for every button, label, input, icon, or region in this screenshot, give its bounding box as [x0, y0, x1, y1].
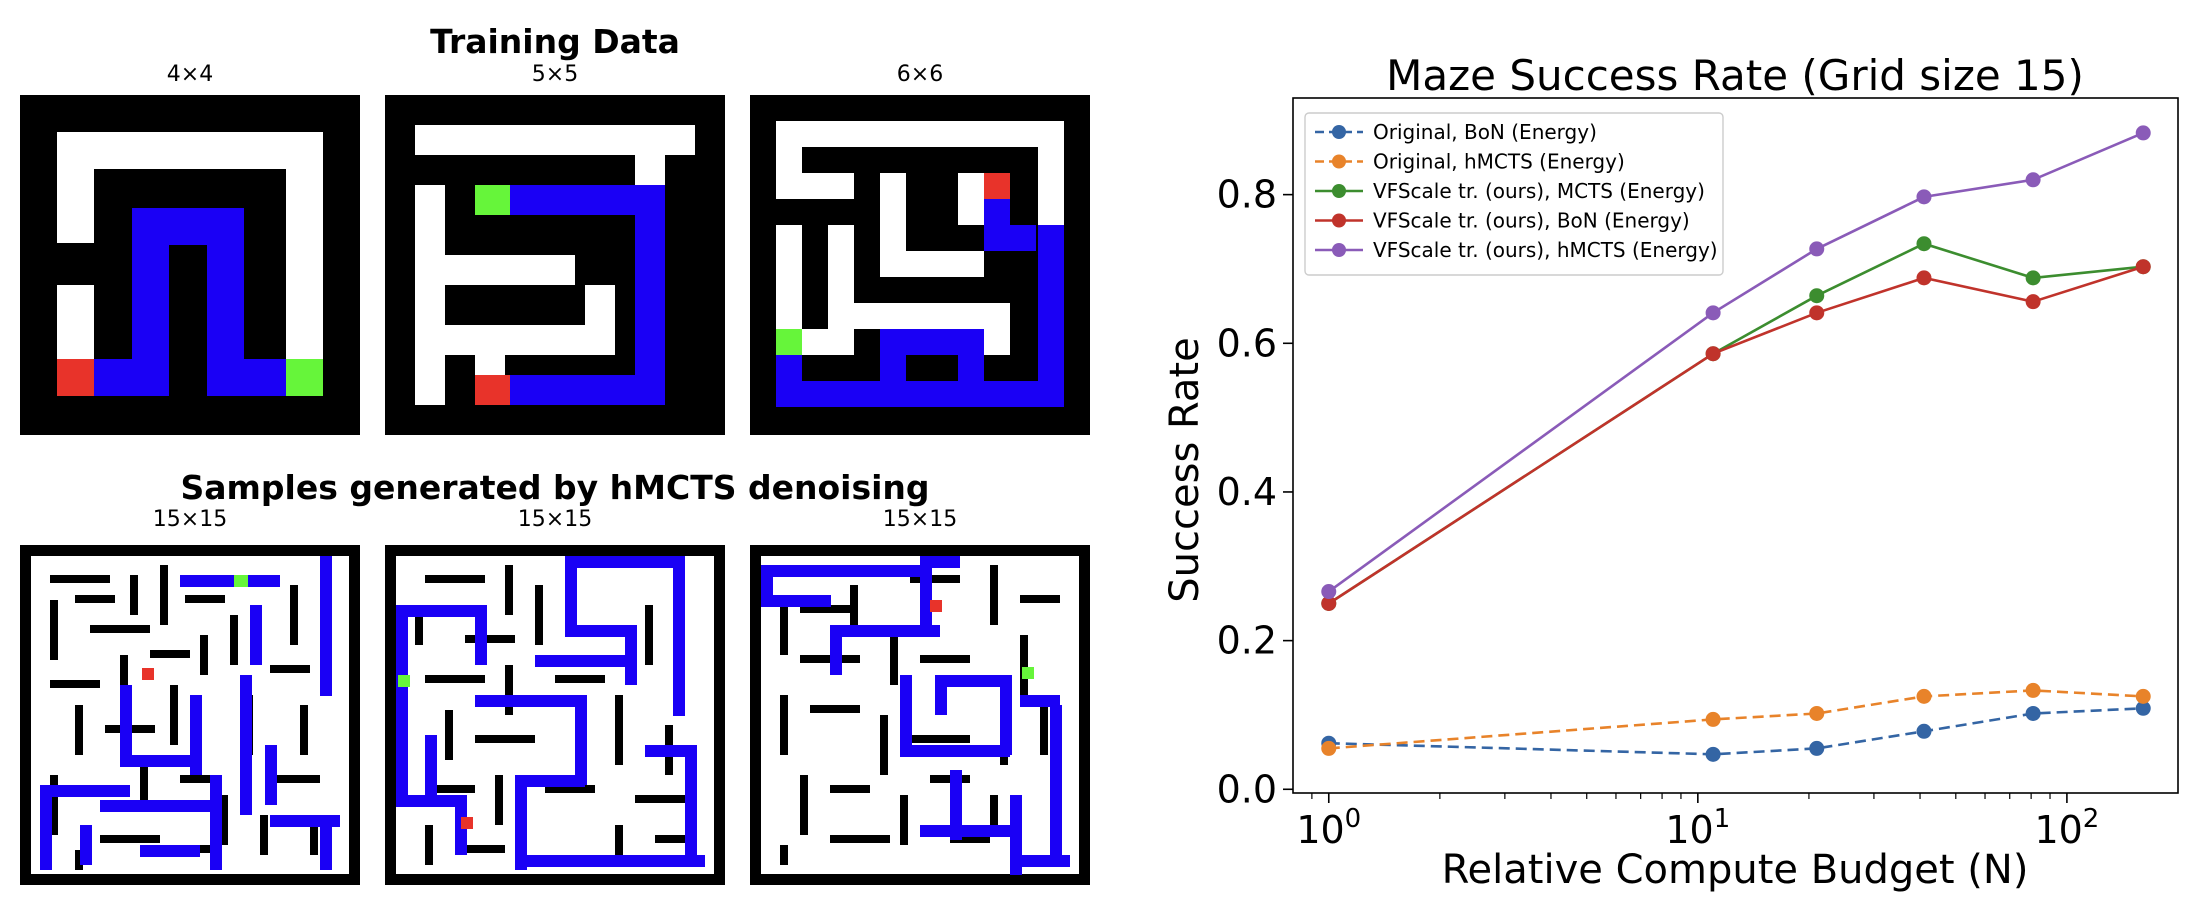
data-point	[1916, 688, 1932, 704]
legend-entry: VFScale tr. (ours), hMCTS (Energy)	[1373, 238, 1718, 262]
data-point	[1809, 740, 1825, 756]
x-tick-label: 100	[1296, 804, 1361, 852]
sample-label-1: 15×15	[152, 507, 228, 532]
legend-marker	[1332, 243, 1346, 257]
legend-entry: VFScale tr. (ours), BoN (Energy)	[1373, 209, 1690, 233]
sample-maze-2	[385, 545, 725, 885]
maze-label-4x4: 4×4	[166, 62, 214, 87]
legend: Original, BoN (Energy) Original, hMCTS (E…	[1304, 112, 1724, 276]
sample-label-2: 15×15	[517, 507, 593, 532]
data-point	[1809, 305, 1825, 321]
sample-maze-1	[20, 545, 360, 885]
data-point	[1705, 305, 1721, 321]
training-maze-4x4	[20, 95, 360, 435]
data-point	[2135, 125, 2151, 141]
data-point	[2025, 705, 2041, 721]
legend-box	[1304, 112, 1724, 276]
data-point	[2135, 259, 2151, 275]
training-maze-6x6	[750, 95, 1090, 435]
data-point	[1809, 241, 1825, 257]
legend-entry: Original, hMCTS (Energy)	[1373, 150, 1625, 174]
sample-label-3: 15×15	[882, 507, 958, 532]
data-point	[2025, 294, 2041, 310]
series-lines	[1321, 125, 2151, 762]
plot-area	[1292, 97, 2179, 794]
training-data-title: Training Data	[430, 22, 680, 61]
data-point	[2135, 688, 2151, 704]
y-tick-label: 0.4	[1217, 470, 1277, 514]
y-tick-label: 0.8	[1217, 173, 1277, 217]
series-line-4	[1328, 265, 2144, 605]
x-tick-label: 102	[2034, 804, 2099, 852]
y-axis-ticks: 0.0 0.2 0.4 0.6 0.8	[1217, 173, 1293, 811]
training-maze-5x5	[385, 95, 725, 435]
data-point	[2025, 172, 2041, 188]
series-line-2	[1328, 689, 2144, 750]
legend-marker	[1332, 154, 1346, 169]
data-point	[1705, 346, 1721, 362]
legend-entry: Original, BoN (Energy)	[1373, 120, 1597, 144]
data-point	[1705, 711, 1721, 727]
series-line-1	[1328, 707, 2144, 756]
series-line-5	[1328, 131, 2144, 593]
x-tick-label: 101	[1665, 804, 1730, 852]
samples-title: Samples generated by hMCTS denoising	[180, 468, 930, 507]
data-point	[2025, 270, 2041, 286]
sample-maze-3	[750, 545, 1090, 885]
data-point	[1705, 746, 1721, 762]
data-point	[1916, 270, 1932, 286]
y-tick-label: 0.2	[1217, 619, 1277, 663]
data-point	[1916, 236, 1932, 252]
data-point	[1321, 740, 1337, 756]
legend-entry: VFScale tr. (ours), MCTS (Energy)	[1373, 179, 1705, 203]
x-axis-ticks: 100 101 102	[1296, 793, 2099, 852]
legend-marker	[1332, 184, 1346, 198]
legend-marker	[1332, 213, 1346, 228]
y-tick-label: 0.0	[1217, 767, 1277, 811]
data-point	[2135, 700, 2151, 716]
y-axis-label: Success Rate	[1162, 337, 1208, 602]
x-axis-label: Relative Compute Budget (N)	[1442, 847, 2029, 893]
chart-title: Maze Success Rate (Grid size 15)	[1386, 51, 2084, 100]
y-tick-label: 0.6	[1217, 321, 1277, 365]
data-point	[1321, 584, 1337, 600]
data-point	[1321, 595, 1337, 611]
data-point	[1916, 723, 1932, 739]
maze-label-6x6: 6×6	[896, 62, 944, 87]
data-point	[1809, 288, 1825, 304]
maze-label-5x5: 5×5	[531, 62, 579, 87]
data-point	[1916, 189, 1932, 205]
legend-marker	[1332, 125, 1346, 139]
data-point	[2025, 682, 2041, 698]
data-point	[1809, 705, 1825, 721]
